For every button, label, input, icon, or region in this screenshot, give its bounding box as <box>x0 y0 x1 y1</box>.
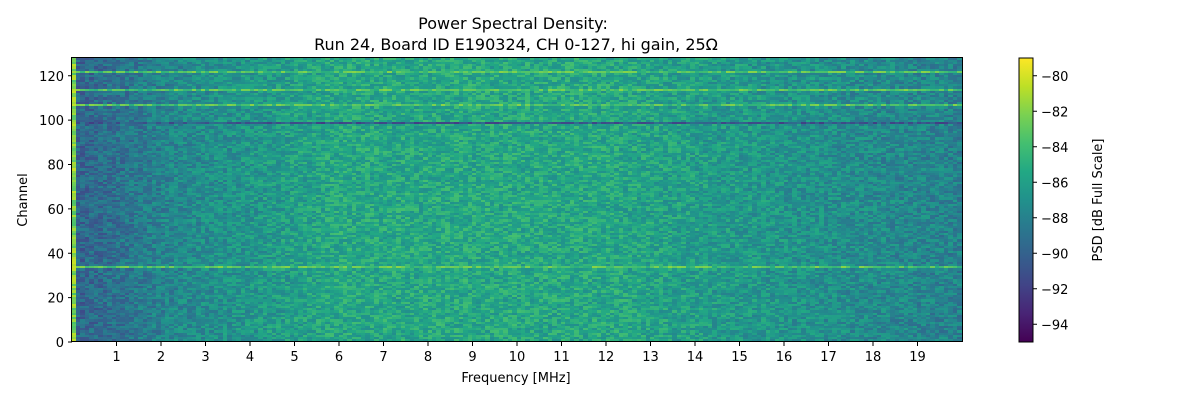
y-axis-ticks: 0 20 40 60 80 100 120 <box>39 70 72 351</box>
y-tick-label: 120 <box>39 70 64 85</box>
heatmap-plot-area <box>72 58 962 342</box>
x-tick-label: 10 <box>509 350 526 365</box>
colorbar-label: PSD [dB Full Scale] <box>1091 138 1106 261</box>
y-tick-label: 80 <box>47 159 64 174</box>
x-tick-label: 12 <box>598 350 615 365</box>
colorbar-tick-label: −82 <box>1041 105 1068 120</box>
colorbar-tick-label: −88 <box>1041 212 1068 227</box>
x-tick-label: 2 <box>157 350 165 365</box>
x-tick-label: 15 <box>731 350 748 365</box>
x-tick-label: 7 <box>379 350 387 365</box>
plot-frame <box>71 57 963 342</box>
chart-title-line1: Power Spectral Density: <box>418 14 608 33</box>
x-tick-label: 5 <box>290 350 298 365</box>
colorbar-tick-label: −80 <box>1041 70 1068 85</box>
x-tick-label: 8 <box>424 350 432 365</box>
y-axis-label: Channel <box>16 173 31 226</box>
x-tick-label: 9 <box>468 350 476 365</box>
colorbar-tick-label: −94 <box>1041 318 1068 333</box>
chart-title-line2: Run 24, Board ID E190324, CH 0-127, hi g… <box>314 35 718 54</box>
x-axis-label: Frequency [MHz] <box>461 371 570 386</box>
colorbar-ticks: −94 −92 −90 −88 −86 −84 −82 −80 <box>1033 70 1068 333</box>
y-tick-label: 0 <box>56 336 64 351</box>
colorbar-tick-label: −84 <box>1041 141 1068 156</box>
x-tick-label: 6 <box>335 350 343 365</box>
y-tick-label: 20 <box>47 292 64 307</box>
x-tick-label: 1 <box>112 350 120 365</box>
x-tick-label: 19 <box>909 350 926 365</box>
x-tick-label: 11 <box>553 350 570 365</box>
x-axis-ticks: 1 2 3 4 5 6 7 8 9 10 11 12 13 14 15 16 17 18 19 <box>112 342 926 365</box>
x-tick-label: 14 <box>687 350 704 365</box>
x-tick-label: 4 <box>246 350 254 365</box>
x-tick-label: 16 <box>776 350 793 365</box>
x-tick-label: 17 <box>820 350 837 365</box>
colorbar-tick-label: −86 <box>1041 176 1068 191</box>
y-tick-label: 40 <box>47 247 64 262</box>
colorbar-tick-label: −92 <box>1041 283 1068 298</box>
x-tick-label: 18 <box>865 350 882 365</box>
x-tick-label: 3 <box>201 350 209 365</box>
y-tick-label: 60 <box>47 203 64 218</box>
colorbar-tick-label: −90 <box>1041 247 1068 262</box>
colorbar <box>1018 57 1034 343</box>
heatmap-cells <box>72 58 962 342</box>
x-tick-label: 13 <box>642 350 659 365</box>
y-tick-label: 100 <box>39 114 64 129</box>
